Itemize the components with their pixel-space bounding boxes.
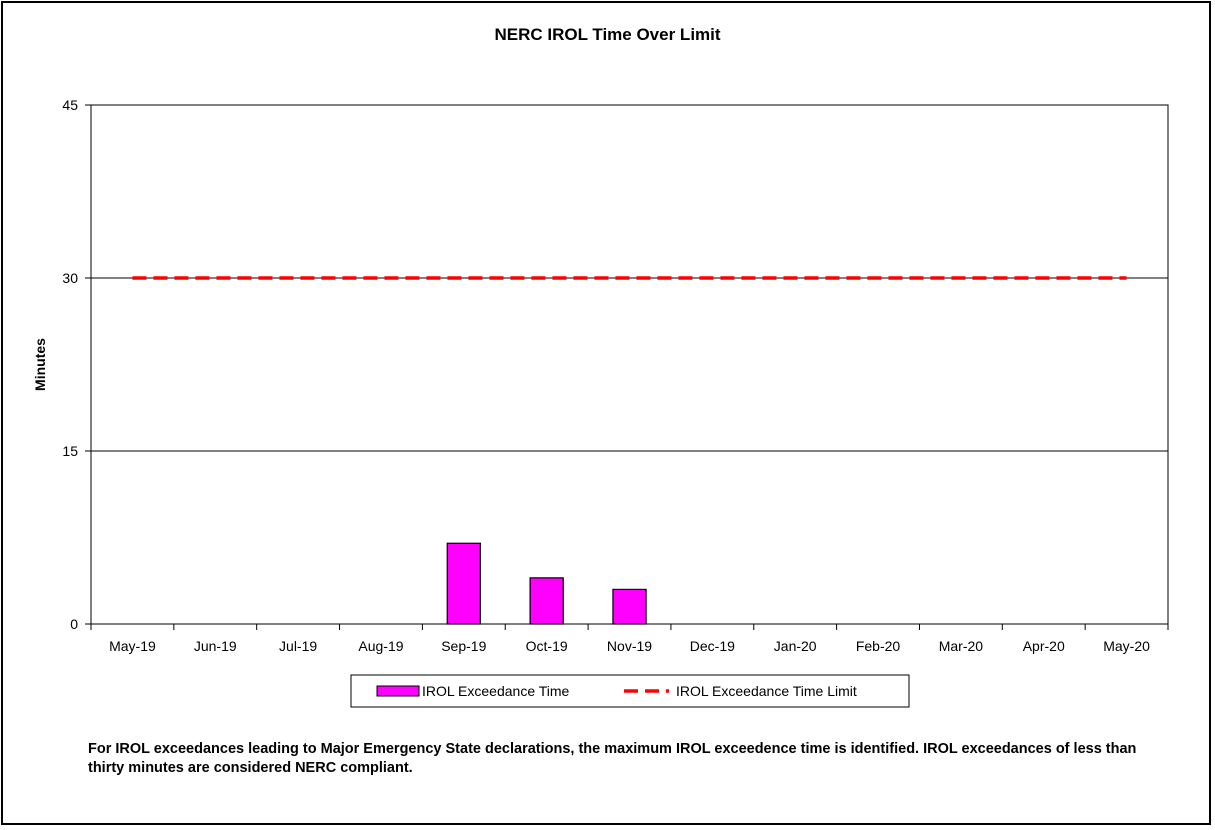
bar bbox=[612, 588, 647, 625]
x-tick-label: Sep-19 bbox=[441, 638, 486, 654]
y-tick-label: 0 bbox=[70, 616, 78, 632]
x-tick-label: Jul-19 bbox=[279, 638, 317, 654]
x-tick-label: Jun-19 bbox=[194, 638, 237, 654]
y-tick-label: 15 bbox=[62, 443, 78, 459]
x-tick-label: May-19 bbox=[109, 638, 156, 654]
legend-swatch-bar bbox=[376, 685, 420, 697]
x-tick-label: Oct-19 bbox=[526, 638, 568, 654]
bar bbox=[529, 577, 564, 625]
legend-label-bar: IROL Exceedance Time bbox=[422, 683, 570, 699]
chart-title: NERC IROL Time Over Limit bbox=[494, 25, 721, 44]
x-tick-label: Apr-20 bbox=[1023, 638, 1065, 654]
legend-box bbox=[350, 674, 910, 708]
x-tick-label: Feb-20 bbox=[856, 638, 901, 654]
bar bbox=[446, 542, 481, 625]
x-tick-label: Aug-19 bbox=[358, 638, 403, 654]
y-tick-label: 30 bbox=[62, 270, 78, 286]
plot-area bbox=[90, 104, 1169, 625]
legend-label-line: IROL Exceedance Time Limit bbox=[676, 683, 857, 699]
chart-footnote: For IROL exceedances leading to Major Em… bbox=[88, 741, 1137, 776]
x-tick-label: Nov-19 bbox=[607, 638, 652, 654]
x-tick-label: Jan-20 bbox=[774, 638, 817, 654]
y-tick-label: 45 bbox=[62, 97, 78, 113]
x-tick-label: Mar-20 bbox=[939, 638, 984, 654]
x-tick-label: Dec-19 bbox=[690, 638, 735, 654]
y-axis-label: Minutes bbox=[32, 338, 48, 391]
x-tick-label: May-20 bbox=[1103, 638, 1150, 654]
